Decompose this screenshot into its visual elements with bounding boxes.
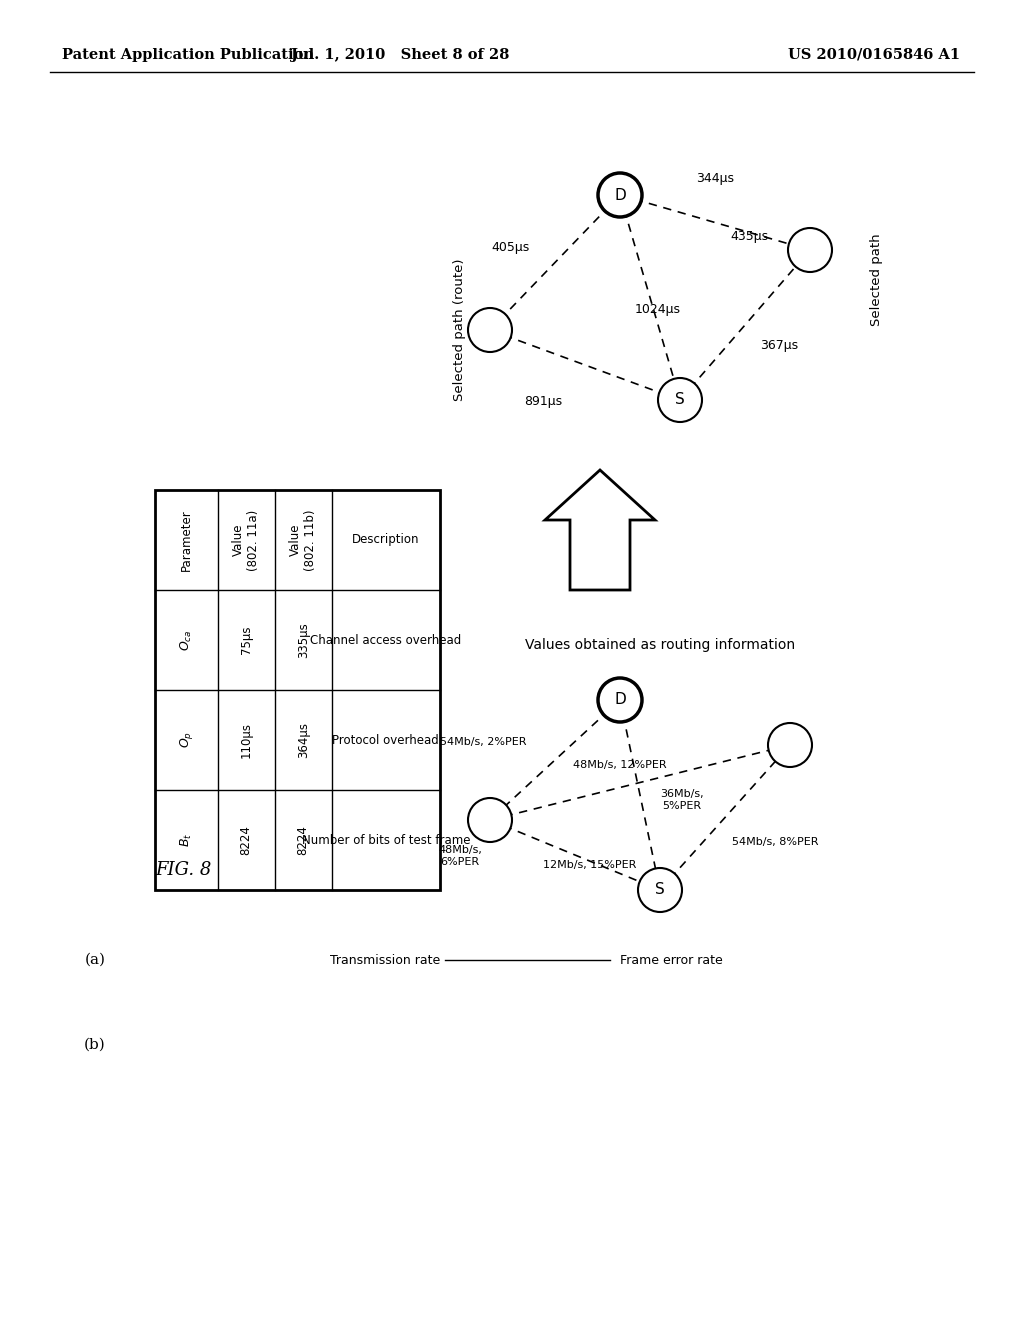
Text: 335μs: 335μs — [297, 622, 309, 657]
Text: 1024μs: 1024μs — [635, 304, 681, 317]
Text: Transmission rate: Transmission rate — [330, 953, 440, 966]
Text: $O_{ca}$: $O_{ca}$ — [179, 630, 194, 651]
Text: 48Mb/s,
6%PER: 48Mb/s, 6%PER — [438, 845, 482, 867]
Text: 12Mb/s, 15%PER: 12Mb/s, 15%PER — [543, 861, 636, 870]
Text: 54Mb/s, 8%PER: 54Mb/s, 8%PER — [732, 837, 818, 847]
Circle shape — [598, 173, 642, 216]
Text: 54Mb/s, 2%PER: 54Mb/s, 2%PER — [440, 737, 527, 747]
Text: Number of bits of test frame: Number of bits of test frame — [302, 833, 470, 846]
Text: Parameter: Parameter — [180, 510, 193, 570]
Circle shape — [658, 378, 702, 422]
Text: Values obtained as routing information: Values obtained as routing information — [525, 638, 795, 652]
Text: S: S — [655, 883, 665, 898]
Text: Jul. 1, 2010   Sheet 8 of 28: Jul. 1, 2010 Sheet 8 of 28 — [291, 48, 509, 62]
Text: D: D — [614, 187, 626, 202]
Text: Protocol overhead: Protocol overhead — [333, 734, 439, 747]
Circle shape — [468, 799, 512, 842]
Text: Selected path: Selected path — [870, 234, 883, 326]
Text: 8224: 8224 — [240, 825, 253, 855]
Text: 344μs: 344μs — [696, 172, 734, 185]
Text: FIG. 8: FIG. 8 — [155, 861, 211, 879]
Text: 364μs: 364μs — [297, 722, 309, 758]
Circle shape — [788, 228, 831, 272]
Circle shape — [638, 869, 682, 912]
Text: 8224: 8224 — [297, 825, 309, 855]
Circle shape — [468, 308, 512, 352]
Text: $B_t$: $B_t$ — [179, 833, 194, 847]
Text: (b): (b) — [84, 1038, 105, 1052]
Text: Selected path (route): Selected path (route) — [454, 259, 467, 401]
Text: Description: Description — [352, 533, 420, 546]
Text: 405μs: 405μs — [492, 242, 530, 255]
Bar — [155, 490, 440, 890]
Text: Frame error rate: Frame error rate — [620, 953, 723, 966]
Text: 36Mb/s,
5%PER: 36Mb/s, 5%PER — [660, 789, 703, 810]
Text: 75μs: 75μs — [240, 626, 253, 655]
Text: Channel access overhead: Channel access overhead — [310, 634, 462, 647]
Text: S: S — [675, 392, 685, 408]
Text: 367μs: 367μs — [760, 338, 798, 351]
Text: (a): (a) — [85, 953, 105, 968]
Text: D: D — [614, 693, 626, 708]
Text: 435μs: 435μs — [730, 230, 768, 243]
Text: 48Mb/s, 12%PER: 48Mb/s, 12%PER — [573, 760, 667, 770]
Circle shape — [768, 723, 812, 767]
Text: 110μs: 110μs — [240, 722, 253, 758]
Circle shape — [598, 678, 642, 722]
Polygon shape — [545, 470, 655, 590]
Text: 891μs: 891μs — [524, 395, 562, 408]
Text: Patent Application Publication: Patent Application Publication — [62, 48, 314, 62]
Text: $O_p$: $O_p$ — [178, 731, 195, 748]
Text: US 2010/0165846 A1: US 2010/0165846 A1 — [787, 48, 961, 62]
Text: Value
(802. 11b): Value (802. 11b) — [289, 510, 317, 570]
Text: Value
(802. 11a): Value (802. 11a) — [232, 510, 260, 570]
